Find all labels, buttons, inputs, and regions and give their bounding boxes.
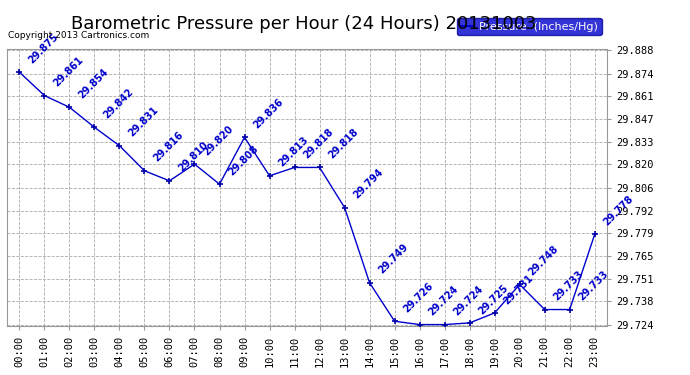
Text: 29.749: 29.749 bbox=[377, 242, 410, 276]
Text: 29.813: 29.813 bbox=[277, 135, 310, 169]
Text: 29.818: 29.818 bbox=[326, 127, 360, 160]
Text: 29.831: 29.831 bbox=[126, 105, 160, 139]
Text: 29.861: 29.861 bbox=[51, 55, 85, 88]
Text: 29.731: 29.731 bbox=[502, 272, 535, 306]
Text: 29.733: 29.733 bbox=[551, 269, 585, 303]
Text: Copyright 2013 Cartronics.com: Copyright 2013 Cartronics.com bbox=[8, 32, 149, 40]
Text: 29.820: 29.820 bbox=[201, 123, 235, 157]
Legend: Pressure  (Inches/Hg): Pressure (Inches/Hg) bbox=[457, 18, 602, 35]
Text: 29.854: 29.854 bbox=[77, 67, 110, 100]
Text: 29.725: 29.725 bbox=[477, 282, 510, 316]
Text: 29.836: 29.836 bbox=[251, 97, 285, 130]
Text: 29.875: 29.875 bbox=[26, 32, 60, 65]
Text: 29.794: 29.794 bbox=[351, 167, 385, 201]
Text: 29.818: 29.818 bbox=[302, 127, 335, 160]
Text: 29.810: 29.810 bbox=[177, 140, 210, 174]
Text: 29.733: 29.733 bbox=[577, 269, 610, 303]
Text: 29.724: 29.724 bbox=[426, 284, 460, 318]
Text: 29.842: 29.842 bbox=[101, 87, 135, 120]
Text: Barometric Pressure per Hour (24 Hours) 20131003: Barometric Pressure per Hour (24 Hours) … bbox=[71, 15, 536, 33]
Text: 29.808: 29.808 bbox=[226, 144, 260, 177]
Text: 29.778: 29.778 bbox=[602, 194, 635, 227]
Text: 29.724: 29.724 bbox=[451, 284, 485, 318]
Text: 29.748: 29.748 bbox=[526, 244, 560, 278]
Text: 29.816: 29.816 bbox=[151, 130, 185, 164]
Text: 29.726: 29.726 bbox=[402, 281, 435, 314]
